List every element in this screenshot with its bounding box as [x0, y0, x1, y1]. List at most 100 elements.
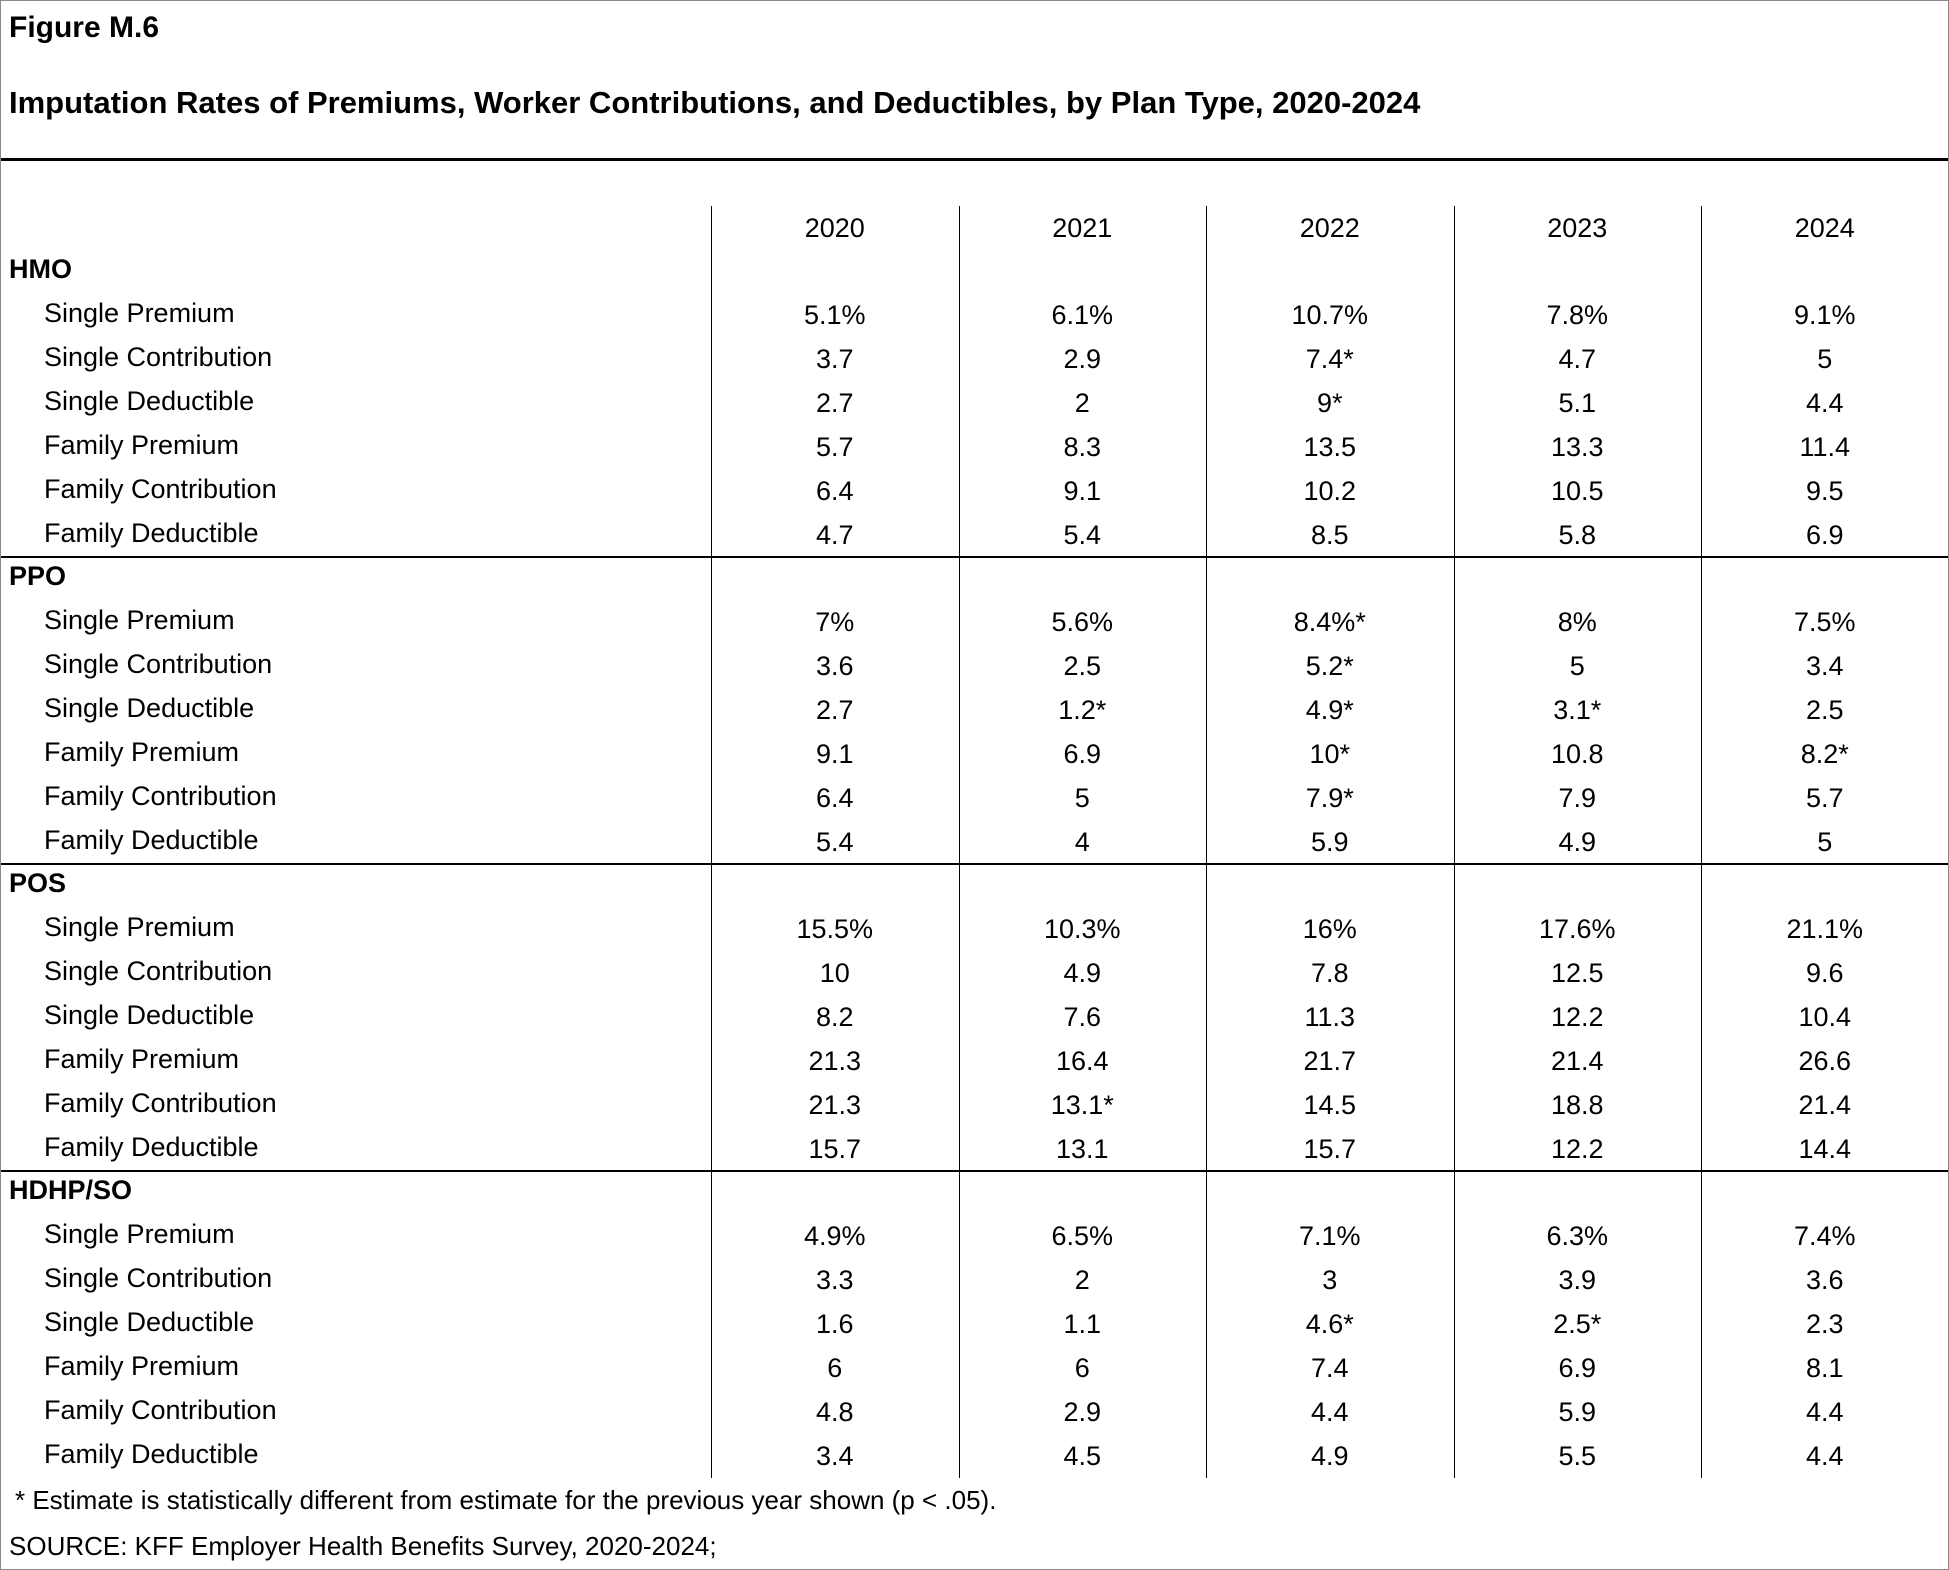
cell: 21.7: [1303, 1045, 1357, 1076]
cell: 4: [1074, 826, 1090, 857]
cell: 15.7: [1303, 1133, 1357, 1164]
row-label: Single Premium: [44, 605, 235, 636]
cell: 12.2: [1550, 1002, 1604, 1033]
cell: 4.7: [815, 519, 854, 550]
cell: 11.3: [1304, 1002, 1356, 1033]
cell: 4.8: [815, 1396, 854, 1427]
cell: 6.3%: [1546, 1221, 1609, 1252]
cell: 16%: [1302, 914, 1357, 945]
row-label: Single Premium: [44, 298, 235, 329]
cell: 3.3: [815, 1265, 854, 1296]
cell: 11.4: [1799, 431, 1851, 462]
row-label: Family Deductible: [44, 1438, 259, 1469]
cell: 10.2: [1303, 475, 1357, 506]
cell: 5.9: [1310, 826, 1349, 857]
cell: 7.1%: [1298, 1221, 1361, 1252]
cell: 5: [1817, 344, 1833, 375]
column-rule: [1206, 206, 1207, 1479]
cell: 21.3: [808, 1045, 862, 1076]
cell: 5.6%: [1051, 607, 1114, 638]
cell: 8.5: [1310, 519, 1349, 550]
column-header: 2024: [1794, 212, 1855, 243]
figure-label: Figure M.6: [9, 11, 160, 44]
cell: 5.2*: [1305, 651, 1354, 682]
column-header: 2020: [804, 212, 865, 243]
cell: 1.1: [1063, 1309, 1102, 1340]
row-label: Single Contribution: [44, 1263, 273, 1294]
cell: 7.6: [1063, 1002, 1102, 1033]
cell: 2.3: [1805, 1309, 1844, 1340]
cell: 3.6: [1805, 1265, 1844, 1296]
cell: 4.9: [1558, 826, 1597, 857]
cell: 5.9: [1558, 1396, 1597, 1427]
cell: 2.7: [815, 388, 854, 418]
row-label: Family Deductible: [44, 824, 259, 855]
cell: 3.1*: [1553, 695, 1602, 726]
row-label: Family Contribution: [44, 1087, 277, 1118]
cell: 5.8: [1558, 519, 1597, 550]
cell: 15.7: [808, 1133, 862, 1164]
row-label: Single Premium: [44, 1219, 235, 1250]
cell: 8.4%*: [1293, 607, 1366, 638]
cell: 1.6: [815, 1309, 854, 1340]
cell: 6.9: [1558, 1352, 1597, 1383]
cell: 10*: [1309, 738, 1351, 769]
cell: 1.2*: [1058, 695, 1107, 726]
row-label: Family Contribution: [44, 1394, 277, 1425]
cell: 5: [1569, 651, 1585, 682]
cell: 7%: [815, 607, 855, 638]
cell: 2: [1074, 1265, 1090, 1296]
cell: 2.5: [1805, 695, 1844, 726]
cell: 9.1: [1063, 475, 1102, 506]
row-label: Single Contribution: [44, 649, 273, 680]
row-label: Single Deductible: [44, 1000, 255, 1031]
cell: 10.4: [1798, 1002, 1852, 1033]
cell: 9.6: [1805, 958, 1844, 989]
cell: 5.1: [1558, 388, 1597, 418]
cell: 7.8%: [1546, 300, 1609, 331]
column-rule: [711, 206, 712, 1479]
row-label: Single Deductible: [44, 386, 255, 416]
column-rule: [1453, 206, 1455, 1479]
cell: 2: [1074, 388, 1090, 418]
cell: 6.5%: [1051, 1221, 1114, 1252]
cell: 3.9: [1558, 1265, 1597, 1296]
cell: 9.1: [815, 738, 854, 769]
row-label: Family Contribution: [44, 473, 277, 504]
cell: 9*: [1316, 388, 1343, 418]
cell: 13.5: [1303, 431, 1357, 462]
cell: 4.7: [1558, 344, 1597, 375]
group-rule: [1, 556, 1948, 559]
cell: 7.4*: [1305, 344, 1354, 375]
row-label: Single Contribution: [44, 342, 273, 373]
cell: 6.9: [1805, 519, 1844, 550]
cell: 5: [1074, 782, 1090, 813]
row-label: Family Premium: [44, 429, 240, 460]
cell: 10.3%: [1043, 914, 1121, 945]
cell: 8.3: [1063, 431, 1102, 462]
cell: 13.1: [1055, 1133, 1109, 1164]
row-label: Single Premium: [44, 912, 235, 943]
cell: 4.4: [1310, 1396, 1349, 1427]
cell: 4.9: [1063, 958, 1102, 989]
cell: 4.9*: [1305, 695, 1354, 726]
cell: 5.4: [815, 826, 854, 857]
cell: 21.3: [808, 1089, 862, 1120]
group-label: HDHP/SO: [9, 1175, 133, 1206]
row-label: Family Deductible: [44, 517, 259, 548]
column-header: 2022: [1299, 212, 1360, 243]
cell: 6.4: [815, 475, 854, 506]
cell: 14.5: [1303, 1089, 1357, 1120]
cell: 4.9: [1310, 1440, 1349, 1471]
cell: 3.4: [1805, 651, 1844, 682]
row-label: Family Premium: [44, 1043, 240, 1074]
group-rule: [1, 863, 1948, 866]
cell: 15.5%: [796, 914, 874, 945]
cell: 2.9: [1063, 344, 1102, 375]
group-label: PPO: [9, 561, 67, 592]
cell: 3.7: [815, 344, 854, 375]
cell: 7.4%: [1793, 1221, 1856, 1252]
cell: 6: [1074, 1352, 1090, 1383]
cell: 5.7: [1805, 782, 1844, 813]
